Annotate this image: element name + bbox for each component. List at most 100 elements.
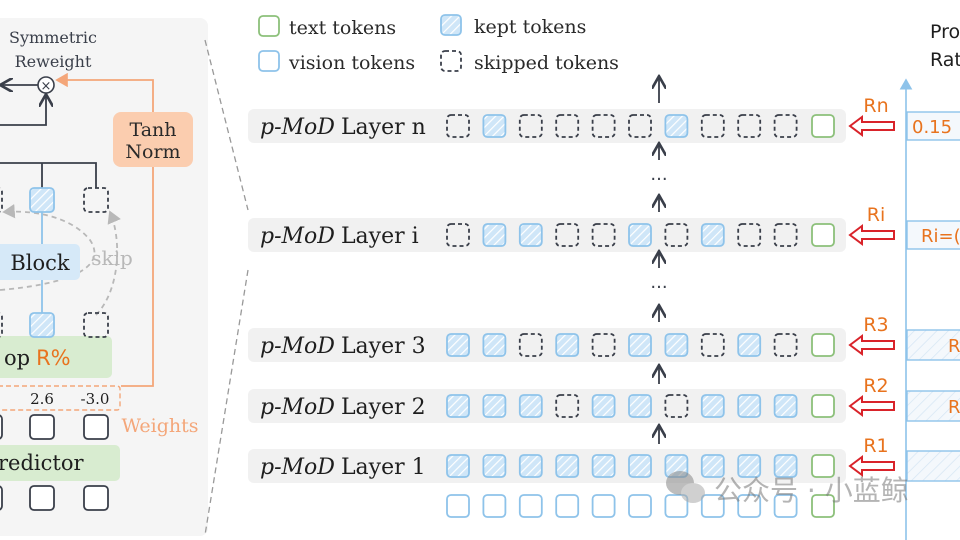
layer-label: p-MoD Layer 1: [260, 455, 426, 480]
kept-token: [518, 223, 543, 247]
text-token: [811, 333, 835, 357]
left-panel: Symmetric Reweight × Tanh Norm Block ski…: [0, 18, 208, 536]
layer-row-background: [248, 449, 846, 483]
layer-label: p-MoD Layer i: [260, 224, 419, 249]
skipped-token: [700, 333, 725, 357]
layer-prefix: p-MoD: [260, 115, 335, 140]
kept-token: [555, 333, 580, 357]
text-token: [811, 454, 835, 478]
legend: text tokens vision tokens kept tokens sk…: [258, 14, 619, 74]
kept-token: [518, 394, 543, 418]
layer-label: p-MoD Layer 3: [260, 334, 426, 359]
ellipsis: ···: [650, 277, 667, 298]
skipped-token: [628, 114, 652, 138]
ratio-bar: [906, 450, 960, 482]
layer-row-background: [248, 218, 846, 252]
ratio-axis: Pro Rat: [899, 21, 960, 540]
skipped-token: [555, 223, 580, 247]
ratio-axis-title: Pro: [930, 21, 960, 43]
ratio-arrow-icon: [848, 115, 895, 137]
skipped-token: [773, 114, 798, 138]
skipped-token: [446, 223, 470, 247]
skipped-token: [83, 312, 109, 338]
kept-token: [482, 223, 507, 247]
kept-token: [700, 454, 725, 478]
ratio-label: Ri: [867, 204, 885, 226]
layer-name: Layer n: [341, 115, 426, 140]
multiply-symbol: ×: [41, 79, 52, 94]
token: [29, 414, 55, 440]
kept-token: [737, 454, 762, 478]
text-token: [811, 394, 835, 418]
skipped-token: [737, 223, 762, 247]
ratio-bar-label: R: [948, 336, 960, 357]
weights-box: [0, 385, 121, 411]
ratio-bar-label: Ri=(: [921, 226, 960, 247]
token: [29, 485, 55, 511]
kept-token: [628, 223, 652, 247]
vision-token: [555, 494, 580, 518]
kept-token: [482, 333, 507, 357]
skipped-token: [591, 333, 616, 357]
legend-skipped-tokens: skipped tokens: [474, 52, 619, 74]
ratio-arrow-icon: [848, 334, 895, 356]
input-token-row: [446, 494, 835, 518]
kept-token: [482, 454, 507, 478]
kept-token: [555, 454, 580, 478]
kept-token: [737, 394, 762, 418]
legend-kept-swatch: [440, 14, 462, 36]
layer-row: p-MoD Layer i Ri Ri=(: [248, 204, 960, 252]
skipped-token: [700, 114, 725, 138]
weight-value: 2.6: [30, 390, 54, 408]
legend-text-tokens: text tokens: [289, 17, 396, 39]
top-r-prefix: op: [4, 346, 30, 370]
kept-token: [446, 394, 470, 418]
ratio-bar-label: 0.15: [912, 117, 952, 138]
layer-prefix: p-MoD: [260, 395, 335, 420]
vision-token: [664, 494, 689, 518]
kept-token: [773, 394, 798, 418]
skipped-token: [555, 114, 580, 138]
skip-label: skip: [91, 246, 133, 270]
skipped-token: [446, 114, 470, 138]
weights-to-tanh-line: [121, 167, 154, 387]
vision-token: [737, 494, 762, 518]
kept-token: [591, 454, 616, 478]
kept-token: [664, 114, 689, 138]
kept-token: [700, 223, 725, 247]
ratio-arrow-icon: [848, 455, 895, 477]
vision-token: [773, 494, 798, 518]
skip-arrow: [95, 210, 121, 316]
block-label: Block: [10, 251, 70, 275]
residual-arrow: [0, 96, 46, 126]
layer-prefix: p-MoD: [260, 334, 335, 359]
ratio-label: R2: [863, 375, 888, 397]
skipped-token: [591, 114, 616, 138]
norm-label: Norm: [125, 141, 180, 163]
layer-row-background: [248, 109, 846, 143]
ratio-label: Rn: [863, 95, 888, 117]
watermark-text: 公众号 · 小蓝鲸: [714, 474, 909, 507]
top-r-box: [0, 336, 112, 378]
kept-token: [482, 114, 507, 138]
skip-arrow-2: [0, 203, 96, 291]
layer-name: Layer i: [341, 224, 419, 249]
merge-lines: [0, 162, 97, 188]
layer-prefix: p-MoD: [260, 224, 335, 249]
kept-token: [482, 394, 507, 418]
ratio-bar: [906, 111, 960, 141]
weights-label: Weights: [121, 415, 198, 437]
tanh-label: Tanh: [130, 119, 177, 141]
predictor-label: redictor: [0, 451, 84, 475]
legend-skipped-swatch: [440, 50, 462, 72]
skipped-token: [773, 223, 798, 247]
layer-row-background: [248, 328, 846, 362]
kept-token: [773, 454, 798, 478]
kept-token: [664, 333, 689, 357]
watermark: 公众号 · 小蓝鲸: [666, 471, 909, 507]
zoom-guide-bottom: [204, 269, 249, 536]
predictor-box: [0, 445, 120, 481]
ratio-label: R3: [863, 314, 888, 336]
